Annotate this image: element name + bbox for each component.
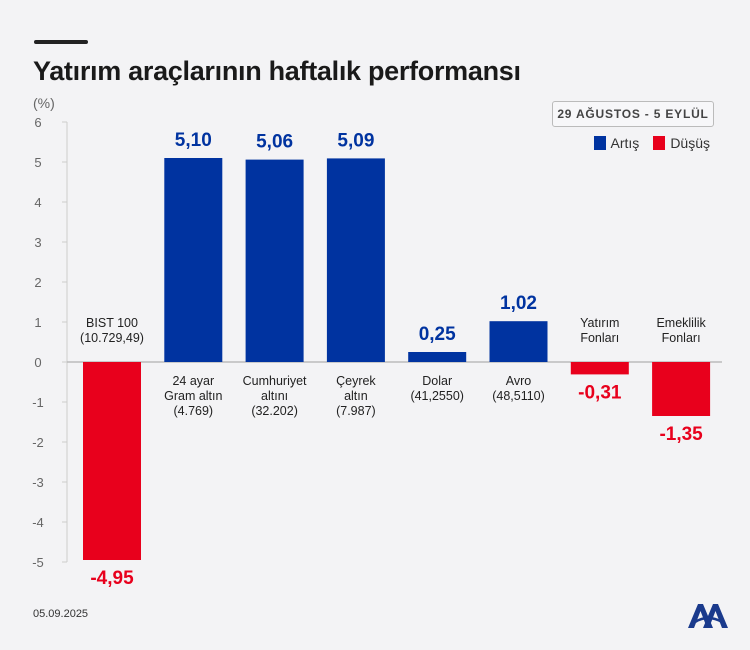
category-label: altını bbox=[261, 389, 288, 403]
value-label: 1,02 bbox=[500, 293, 537, 314]
category-label: Avro bbox=[506, 374, 532, 388]
y-tick-label: 4 bbox=[34, 195, 41, 210]
legend-swatch-decrease bbox=[653, 136, 666, 150]
value-label: 0,25 bbox=[419, 324, 456, 345]
category-label: 24 ayar bbox=[172, 374, 214, 388]
legend-label-decrease: Düşüş bbox=[670, 135, 710, 151]
category-label: Çeyrek bbox=[336, 374, 376, 388]
y-tick-label: 1 bbox=[34, 315, 41, 330]
category-label: Gram altın bbox=[164, 389, 222, 403]
y-tick-label: 0 bbox=[34, 355, 41, 370]
y-tick-label: -5 bbox=[32, 555, 44, 570]
period-badge: 29 AĞUSTOS - 5 EYLÜL bbox=[552, 101, 714, 127]
y-tick-label: -2 bbox=[32, 435, 44, 450]
y-axis-unit: (%) bbox=[33, 95, 55, 111]
category-label: Cumhuriyet bbox=[243, 374, 307, 388]
title-accent-bar bbox=[34, 40, 88, 44]
category-label: (32.202) bbox=[251, 404, 298, 418]
category-label: Fonları bbox=[662, 331, 701, 345]
value-label: 5,09 bbox=[337, 130, 374, 151]
category-label: BIST 100 bbox=[86, 316, 138, 330]
legend-swatch-increase bbox=[593, 136, 606, 150]
legend: Artış Düşüş bbox=[593, 135, 710, 151]
legend-item-decrease: Düşüş bbox=[653, 135, 710, 151]
value-label: 5,10 bbox=[175, 130, 212, 151]
publish-date: 05.09.2025 bbox=[33, 608, 89, 620]
legend-item-increase: Artış bbox=[593, 135, 640, 151]
category-label: (48,5110) bbox=[492, 389, 545, 403]
category-label: Emeklilik bbox=[656, 316, 706, 330]
bar-2 bbox=[245, 159, 304, 362]
category-label: Dolar bbox=[422, 374, 452, 388]
category-label: (41,2550) bbox=[410, 389, 464, 403]
category-label: Fonları bbox=[580, 331, 619, 345]
y-tick-label: -1 bbox=[32, 395, 44, 410]
y-tick-label: 5 bbox=[34, 155, 41, 170]
value-label: -4,95 bbox=[90, 568, 134, 589]
legend-label-increase: Artış bbox=[610, 135, 640, 151]
bar-1 bbox=[164, 158, 223, 362]
category-label: Yatırım bbox=[580, 316, 619, 330]
value-label: -0,31 bbox=[578, 382, 622, 403]
category-label: (10.729,49) bbox=[80, 331, 144, 345]
bar-4 bbox=[408, 352, 467, 362]
y-tick-label: -3 bbox=[32, 475, 44, 490]
aa-logo-icon bbox=[688, 604, 728, 628]
value-label: 5,06 bbox=[256, 132, 293, 153]
chart-title: Yatırım araçlarının haftalık performansı bbox=[33, 56, 521, 86]
bar-5 bbox=[489, 321, 548, 362]
y-tick-label: 6 bbox=[34, 115, 41, 130]
bar-3 bbox=[326, 158, 385, 362]
category-label: (4.769) bbox=[173, 404, 213, 418]
bar-7 bbox=[652, 362, 711, 416]
category-label: altın bbox=[344, 389, 368, 403]
bar-6 bbox=[570, 362, 629, 375]
bar-0 bbox=[83, 362, 141, 560]
category-label: (7.987) bbox=[336, 404, 376, 418]
y-tick-label: 2 bbox=[34, 275, 41, 290]
y-tick-label: -4 bbox=[32, 515, 44, 530]
y-tick-label: 3 bbox=[34, 235, 41, 250]
value-label: -1,35 bbox=[659, 424, 703, 445]
